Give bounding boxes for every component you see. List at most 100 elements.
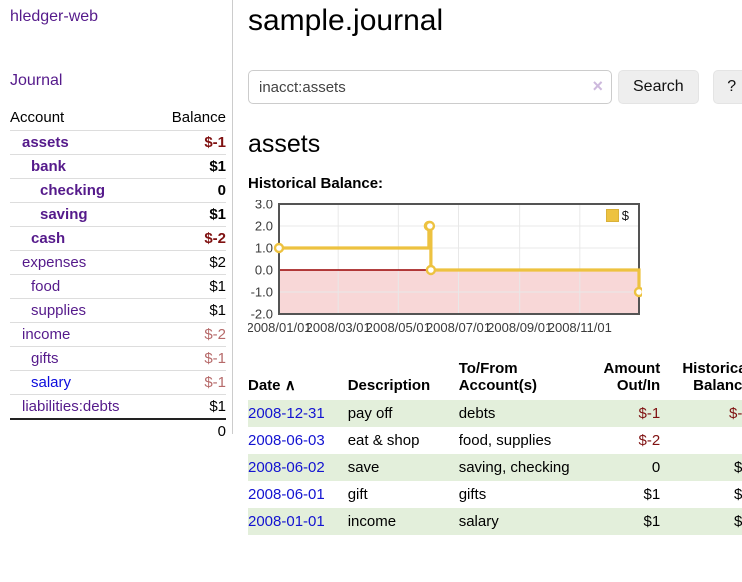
x-tick-label: 2008/09/01: [487, 320, 552, 335]
account-balance: $-2: [204, 326, 226, 343]
chart-canvas: 3.0 2.0 1.0 0.0 -1.0 -2.02008/01/012008/03/01…: [246, 197, 645, 335]
sidebar: hledger-web Journal Account Balance asse…: [0, 0, 233, 443]
data-point-marker: [425, 264, 437, 276]
account-link-income[interactable]: income: [22, 326, 71, 343]
plot-border: [278, 203, 640, 315]
app-brand: hledger-web: [10, 8, 226, 26]
transaction-description: gift: [347, 486, 368, 503]
transaction-balance: $2: [734, 459, 742, 476]
y-tick-label: 1.0: [255, 241, 273, 256]
register-row: 2008-01-01 income salary $1 $1: [248, 508, 742, 535]
y-tick-label: 2.0: [255, 219, 273, 234]
account-link-checking[interactable]: checking: [40, 182, 106, 199]
register-header-date[interactable]: Date ∧: [248, 377, 296, 394]
account-link-food[interactable]: food: [31, 278, 61, 295]
account-link-supplies[interactable]: supplies: [31, 302, 87, 319]
page-title: sample.journal: [248, 4, 444, 37]
accounts-header-balance: Balance: [171, 109, 226, 126]
data-point-marker: [424, 220, 436, 232]
transaction-accounts: debts: [458, 405, 496, 422]
x-tick-label: 2008/11/01: [548, 320, 612, 335]
register-row: 2008-06-02 save saving, checking 0 $2: [248, 454, 742, 481]
y-tick-label: -1.0: [251, 285, 273, 300]
account-row: cash $-2: [10, 226, 226, 251]
account-link-salary[interactable]: salary: [31, 374, 72, 391]
accounts-table-header: Account Balance: [10, 106, 226, 131]
x-tick-label: 2008/05/01: [366, 320, 431, 335]
sort-ascending-icon: ∧: [284, 377, 296, 394]
account-balance: $1: [209, 302, 226, 319]
transaction-balance: $-1: [729, 405, 742, 422]
register-row: 2008-12-31 pay off debts $-1 $-1: [248, 400, 742, 427]
transaction-amount: $-1: [638, 405, 661, 422]
chart-title: Historical Balance:: [248, 175, 384, 192]
account-balance: $2: [209, 254, 226, 271]
account-link-liabilities-debts[interactable]: liabilities:debts: [22, 398, 120, 415]
search-button[interactable]: Search: [618, 70, 699, 104]
chart-legend: $: [605, 208, 629, 223]
account-row: income $-2: [10, 322, 226, 347]
account-link-saving[interactable]: saving: [40, 206, 88, 223]
register-table: Date ∧ Description To/From Account(s) Am…: [248, 358, 742, 535]
transaction-date-link[interactable]: 2008-06-03: [248, 432, 325, 449]
account-row: supplies $1: [10, 298, 226, 323]
main-content: sample.journal × Search ? assets Histori…: [233, 0, 742, 582]
transaction-balance: 0: [660, 427, 742, 454]
legend-swatch: [605, 209, 619, 222]
data-point-marker: [273, 242, 285, 254]
account-row: bank $1: [10, 154, 226, 179]
account-row: assets $-1: [10, 130, 226, 155]
accounts-total-value: 0: [154, 418, 226, 443]
transaction-date-link[interactable]: 2008-06-01: [248, 486, 325, 503]
clear-search-icon[interactable]: ×: [592, 76, 603, 96]
historical-balance-chart: 3.0 2.0 1.0 0.0 -1.0 -2.0 2008/01/01 2008/03/01…: [246, 197, 645, 338]
account-link-gifts[interactable]: gifts: [31, 350, 59, 367]
x-tick-label: 2008/03/01: [306, 320, 371, 335]
account-link-assets[interactable]: assets: [22, 134, 69, 151]
register-header-balance: Historical Balance: [682, 360, 742, 394]
register-row: 2008-06-01 gift gifts $1 $2: [248, 481, 742, 508]
account-link-bank[interactable]: bank: [31, 158, 67, 175]
transaction-date-link[interactable]: 2008-01-01: [248, 513, 325, 530]
account-balance: $1: [209, 398, 226, 415]
transaction-accounts: salary: [458, 513, 499, 530]
account-balance: 0: [217, 182, 226, 199]
search-bar: × Search ?: [248, 70, 742, 104]
account-row: salary $-1: [10, 370, 226, 395]
transaction-description: eat & shop: [347, 432, 420, 449]
transaction-date-link[interactable]: 2008-06-02: [248, 459, 325, 476]
data-point-marker: [633, 286, 645, 298]
transaction-amount: $-2: [638, 432, 661, 449]
account-balance: $1: [209, 158, 226, 175]
transaction-amount: $1: [643, 513, 661, 530]
nav-journal-link[interactable]: Journal: [10, 72, 63, 89]
search-input-wrap: ×: [248, 70, 612, 104]
account-row: gifts $-1: [10, 346, 226, 371]
x-tick-label: 2008/01/01: [248, 320, 312, 335]
help-button[interactable]: ?: [712, 70, 742, 104]
legend-label: $: [621, 208, 629, 223]
account-balance: $-1: [204, 350, 226, 367]
x-tick-label: 2008/07/01: [426, 320, 491, 335]
y-tick-label: 0.0: [255, 263, 273, 278]
account-row: expenses $2: [10, 250, 226, 275]
register-header-accounts: To/From Account(s): [458, 360, 538, 394]
sidebar-nav: Journal: [10, 72, 226, 90]
transaction-date-link[interactable]: 2008-12-31: [248, 405, 325, 422]
account-row: checking 0: [10, 178, 226, 203]
account-row: food $1: [10, 274, 226, 299]
account-balance: $-1: [204, 374, 226, 391]
account-row: liabilities:debts $1: [10, 394, 226, 420]
accounts-total-row: 0: [10, 418, 226, 443]
transaction-balance: $1: [734, 513, 742, 530]
transaction-description: pay off: [347, 405, 393, 422]
transaction-accounts: gifts: [458, 486, 487, 503]
app-brand-link[interactable]: hledger-web: [10, 8, 99, 25]
account-link-cash[interactable]: cash: [31, 230, 66, 247]
accounts-table: Account Balance assets $-1 bank $1 checking 0…: [10, 106, 226, 443]
register-row: 2008-06-03 eat & shop food, supplies $-20: [248, 427, 742, 454]
account-link-expenses[interactable]: expenses: [22, 254, 87, 271]
account-balance: $1: [209, 206, 226, 223]
search-input[interactable]: [248, 70, 612, 104]
account-title: assets: [248, 130, 321, 158]
